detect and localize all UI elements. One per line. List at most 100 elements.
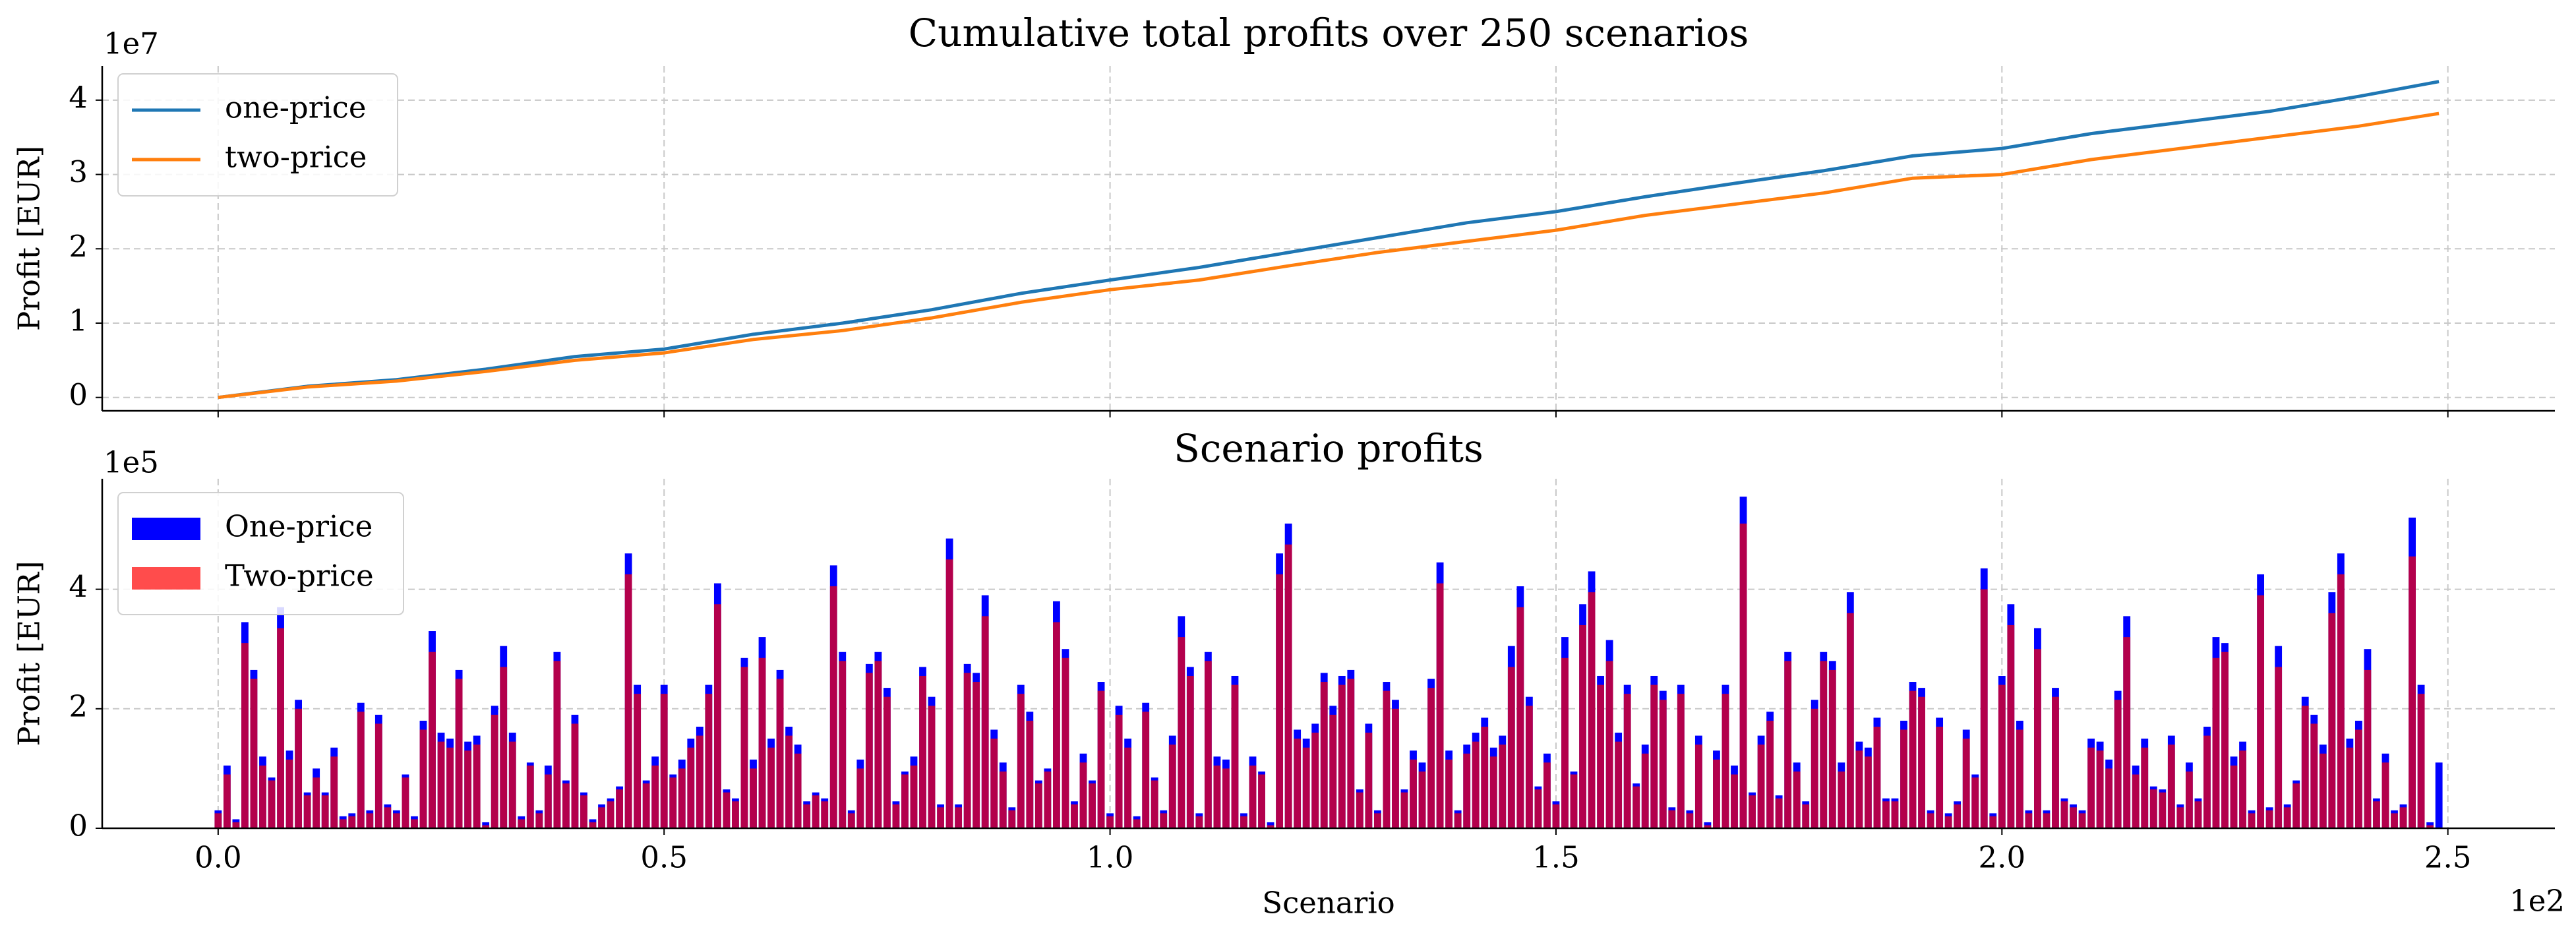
bar <box>767 747 775 828</box>
bar <box>2391 813 2398 828</box>
bar <box>1543 762 1551 828</box>
bar <box>1195 816 1203 828</box>
legend-swatch <box>132 567 200 590</box>
bar <box>2016 729 2023 828</box>
bar <box>829 586 837 828</box>
bar <box>642 783 650 828</box>
bar <box>1828 669 1836 828</box>
y-tick-label: 2 <box>69 229 88 264</box>
bar <box>348 816 356 828</box>
bar <box>1097 690 1105 828</box>
bar <box>713 604 721 828</box>
bar <box>1213 765 1221 828</box>
bar <box>1142 712 1150 828</box>
bar <box>214 813 222 828</box>
bar <box>758 657 766 828</box>
legend-swatch <box>132 518 200 540</box>
bar <box>374 723 382 828</box>
bar <box>589 822 597 828</box>
bar <box>482 825 490 828</box>
bar <box>1026 720 1034 828</box>
bar <box>2167 745 2175 828</box>
bar <box>2239 750 2246 828</box>
bar <box>313 777 320 828</box>
bar <box>321 795 329 828</box>
bar <box>1552 804 1560 828</box>
bar <box>2409 556 2416 828</box>
bar <box>1400 792 1408 828</box>
bar <box>1489 756 1497 828</box>
bar <box>1749 795 1756 828</box>
bar <box>901 774 909 828</box>
bar <box>1133 819 1141 828</box>
bar <box>1855 750 1863 828</box>
bar <box>1605 661 1613 828</box>
bar <box>1802 804 1810 828</box>
bar <box>1365 733 1373 828</box>
bar <box>990 739 998 828</box>
bar <box>1962 739 1970 828</box>
bar <box>2141 747 2149 828</box>
bar <box>2025 813 2033 828</box>
bar <box>2364 669 2372 828</box>
bar <box>357 712 365 828</box>
bar <box>223 774 231 828</box>
bar <box>1507 667 1515 828</box>
bar <box>1757 745 1765 828</box>
bar <box>1168 745 1176 828</box>
bar <box>1677 694 1685 828</box>
bar <box>2194 801 2202 828</box>
bar <box>687 747 695 828</box>
bar <box>1186 675 1194 828</box>
bar <box>1944 816 1952 828</box>
bar <box>437 741 445 828</box>
bar <box>1320 682 1328 828</box>
bar <box>1302 747 1310 828</box>
x-offset: 1e2 <box>2509 884 2565 919</box>
bar <box>446 747 454 828</box>
x-tick-label: 2.0 <box>1979 840 2026 875</box>
bar <box>1588 592 1596 828</box>
bar <box>1392 708 1399 828</box>
bar <box>2301 706 2309 828</box>
bar <box>2114 700 2122 828</box>
bar <box>2417 694 2425 828</box>
bar <box>1436 583 1444 828</box>
bar <box>1454 813 1462 828</box>
bar <box>2123 637 2131 828</box>
bar <box>1089 783 1096 828</box>
bar <box>2096 750 2104 828</box>
bar <box>937 807 944 828</box>
bar <box>1410 759 1417 828</box>
bar <box>1472 741 1480 828</box>
bar <box>1222 768 1230 828</box>
bar <box>1694 745 1702 828</box>
bar <box>553 661 561 828</box>
bar <box>1329 714 1337 828</box>
y-tick-label: 1 <box>69 303 88 338</box>
bar <box>732 801 739 828</box>
bar <box>2034 649 2041 828</box>
bar <box>473 745 481 828</box>
bar <box>1561 657 1569 828</box>
bar <box>1525 706 1533 828</box>
bar <box>1998 684 2006 828</box>
bar <box>1579 624 1586 828</box>
bar <box>1356 792 1363 828</box>
bar <box>1463 753 1471 828</box>
bar <box>2354 729 2362 828</box>
bar <box>491 714 498 828</box>
bar <box>2265 810 2273 828</box>
bar <box>1971 777 1979 828</box>
bar <box>669 777 677 828</box>
bar <box>981 616 989 828</box>
bar <box>1570 774 1578 828</box>
bar <box>2087 747 2095 828</box>
bar <box>330 756 338 828</box>
bar <box>1338 684 1346 828</box>
bar <box>2149 789 2157 828</box>
bar <box>1383 690 1391 828</box>
bar <box>2230 765 2238 828</box>
y-offset: 1e7 <box>104 26 159 61</box>
bar <box>268 780 276 828</box>
